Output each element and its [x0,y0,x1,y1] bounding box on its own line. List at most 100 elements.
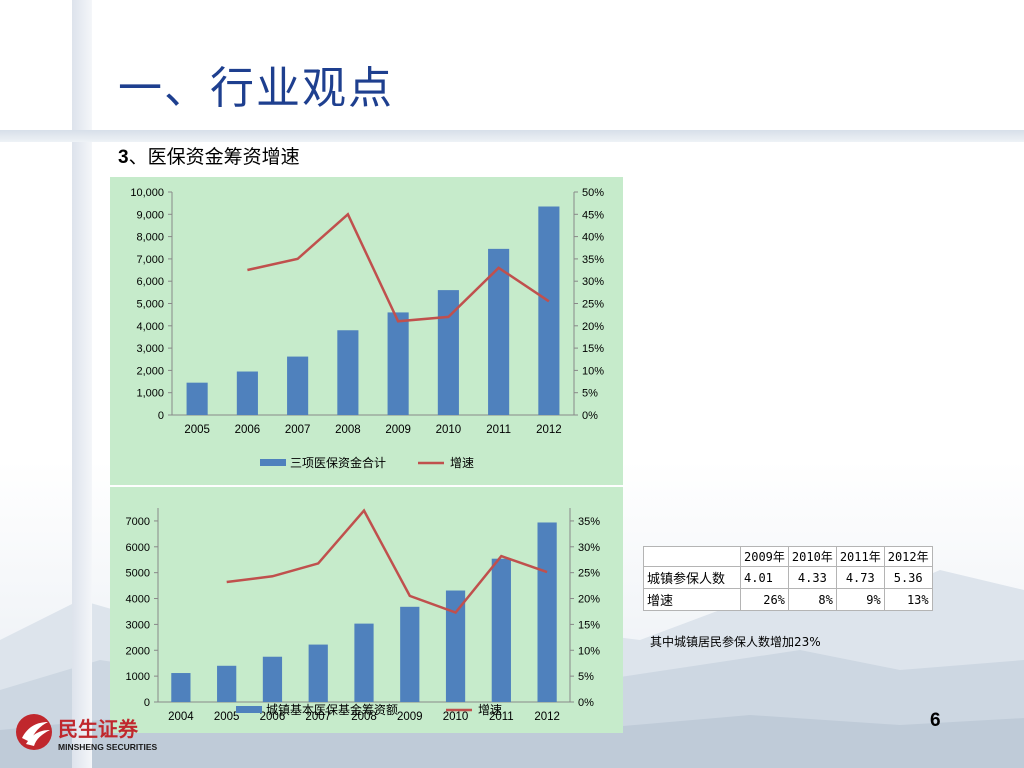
chart-2-x-tick-label: 2004 [168,711,194,723]
chart-1-svg: 0 1,000 2,000 3,000 4,000 5,000 6,000 7,000 8,00… [130,187,604,470]
subtitle-number: 3 [118,147,129,168]
chart-1-x-tick-label: 2010 [436,424,462,436]
chart-2-y2-tick-label: 10% [578,645,600,657]
chart-2-y2-tick-label: 20% [578,594,600,606]
chart-1-x-tick-label: 2009 [385,424,411,436]
chart-1-x-tick-label: 2012 [536,424,562,436]
chart-2-panel: 0 1000 2000 3000 4000 5000 6000 7000 0% 5% 10% 15% 2… [110,487,623,733]
chart-1-bar [538,206,560,415]
logo-emblem-icon [16,714,52,750]
table-header-row: 2009年 2010年 2011年 2012年 [643,546,933,567]
chart-2-y2-tick-label: 5% [578,671,594,683]
table-cell: 增速 [643,588,741,611]
chart-2-x-tick-label: 2008 [351,711,377,723]
table-cell: 9% [835,588,885,611]
chart-1-y-tick-label: 4,000 [136,321,164,333]
chart-1-y2-tick-label: 50% [582,187,604,199]
subtitle-text: 、医保资金筹资增速 [128,146,300,168]
chart-1-legend-bar-label: 三项医保资金合计 [290,455,386,470]
chart-1-y-tick-label: 1,000 [136,388,164,400]
table-cell: 4.73 [835,566,885,589]
chart-1-y2-tick-label: 10% [582,365,604,377]
note-text: 其中城镇居民参保人数增加23% [650,635,821,649]
table-header-cell: 2010年 [787,546,837,567]
table-row: 增速 26% 8% 9% 13% [643,588,933,611]
chart-2-growth-line [226,508,548,614]
chart-2-x-tick-label: 2009 [397,711,423,723]
chart-2-y-tick-label: 6000 [126,542,150,554]
chart-2-bar [217,665,237,702]
chart-1-y-tick-label: 10,000 [130,187,164,199]
chart-2-bar [262,656,283,702]
chart-1-x-tick-label: 2005 [184,424,210,436]
chart-2-x-tick-label: 2012 [534,711,560,723]
chart-2-bar [308,644,328,702]
table-header-cell: 2009年 [740,546,789,567]
chart-2-svg: 0 1000 2000 3000 4000 5000 6000 7000 0% 5% 10% 15% 2… [126,508,600,723]
company-logo: 民生证券 MINSHENG SECURITIES [16,714,158,752]
table-header-cell: 2011年 [835,546,885,567]
table-header-cell: 2012年 [883,546,933,567]
chart-2-y-tick-label: 4000 [126,594,150,606]
chart-2-legend-bar-swatch [236,706,262,713]
chart-1-y2-tick-label: 30% [582,276,604,288]
chart-2-legend-line-label: 增速 [478,703,502,717]
chart-2-y2-tick-label: 0% [578,697,594,709]
chart-1-bar [488,248,510,415]
table-cell: 5.36 [883,566,933,589]
chart-2-x-tick-label: 2007 [305,711,331,723]
chart-2-bar [537,522,557,702]
chart-1-y2-tick-label: 20% [582,321,604,333]
table-cell: 13% [883,588,933,611]
chart-1-x-tick-label: 2008 [335,424,361,436]
chart-1-y-tick-label: 3,000 [136,343,164,355]
chart-1-bar [186,382,208,415]
table-cell: 26% [740,588,789,611]
chart-2-bar [491,558,511,702]
chart-1-panel: 0 1,000 2,000 3,000 4,000 5,000 6,000 7,000 8,00… [110,177,623,485]
chart-1-x-tick-label: 2011 [486,424,511,436]
chart-2-y-tick-label: 7000 [126,516,150,528]
chart-1-y2-tick-label: 40% [582,232,604,244]
chart-2-x-tick-label: 2011 [489,711,514,723]
table-cell: 4.01 [740,566,789,589]
table-cell: 4.33 [787,566,837,589]
insured-data-table: 2009年 2010年 2011年 2012年 城镇参保人数 4.01 4.33… [643,546,933,611]
chart-2-y2-tick-label: 35% [578,516,600,528]
chart-2-legend-bar-label: 城镇基本医保基金筹资额 [266,702,398,717]
chart-2-bar [171,673,191,702]
chart-1-y2-tick-label: 25% [582,299,604,311]
chart-1-bar [236,371,258,415]
chart-1-y-tick-label: 0 [158,410,164,422]
chart-1-growth-line [247,212,550,323]
chart-1-y2-tick-label: 15% [582,343,604,355]
chart-1-y2-tick-label: 5% [582,388,598,400]
chart-1-y2-tick-label: 45% [582,209,604,221]
chart-1-y-tick-label: 5,000 [136,299,164,311]
chart-2-bar [400,606,420,702]
chart-2-y-tick-label: 0 [144,697,150,709]
chart-2-y2-tick-label: 25% [578,568,600,580]
table-cell: 8% [787,588,837,611]
chart-1-bar [437,290,459,415]
chart-1-y-tick-label: 9,000 [136,209,164,221]
decorative-vertical-stripe [72,0,92,768]
slide-subtitle: 3、医保资金筹资增速 [118,142,300,169]
chart-1-legend-line-label: 增速 [450,456,474,470]
logo-text-cn: 民生证券 [58,717,139,741]
chart-1-y-tick-label: 6,000 [136,276,164,288]
chart-1-y-tick-label: 8,000 [136,232,164,244]
chart-2-bar [445,590,466,702]
table-cell: 城镇参保人数 [643,566,741,589]
slide-title: 一、行业观点 [118,63,394,114]
chart-1-y-tick-label: 2,000 [136,365,164,377]
table-row: 城镇参保人数 4.01 4.33 4.73 5.36 [643,566,933,589]
chart-2-y-tick-label: 5000 [126,568,150,580]
chart-2-y2-tick-label: 15% [578,619,600,631]
chart-1-y2-tick-label: 35% [582,254,604,266]
chart-1-y2-tick-label: 0% [582,410,598,422]
chart-2-x-tick-label: 2005 [214,711,240,723]
chart-2-x-tick-label: 2010 [443,711,469,723]
chart-1-bar [387,312,409,415]
chart-1-y-tick-label: 7,000 [136,254,164,266]
